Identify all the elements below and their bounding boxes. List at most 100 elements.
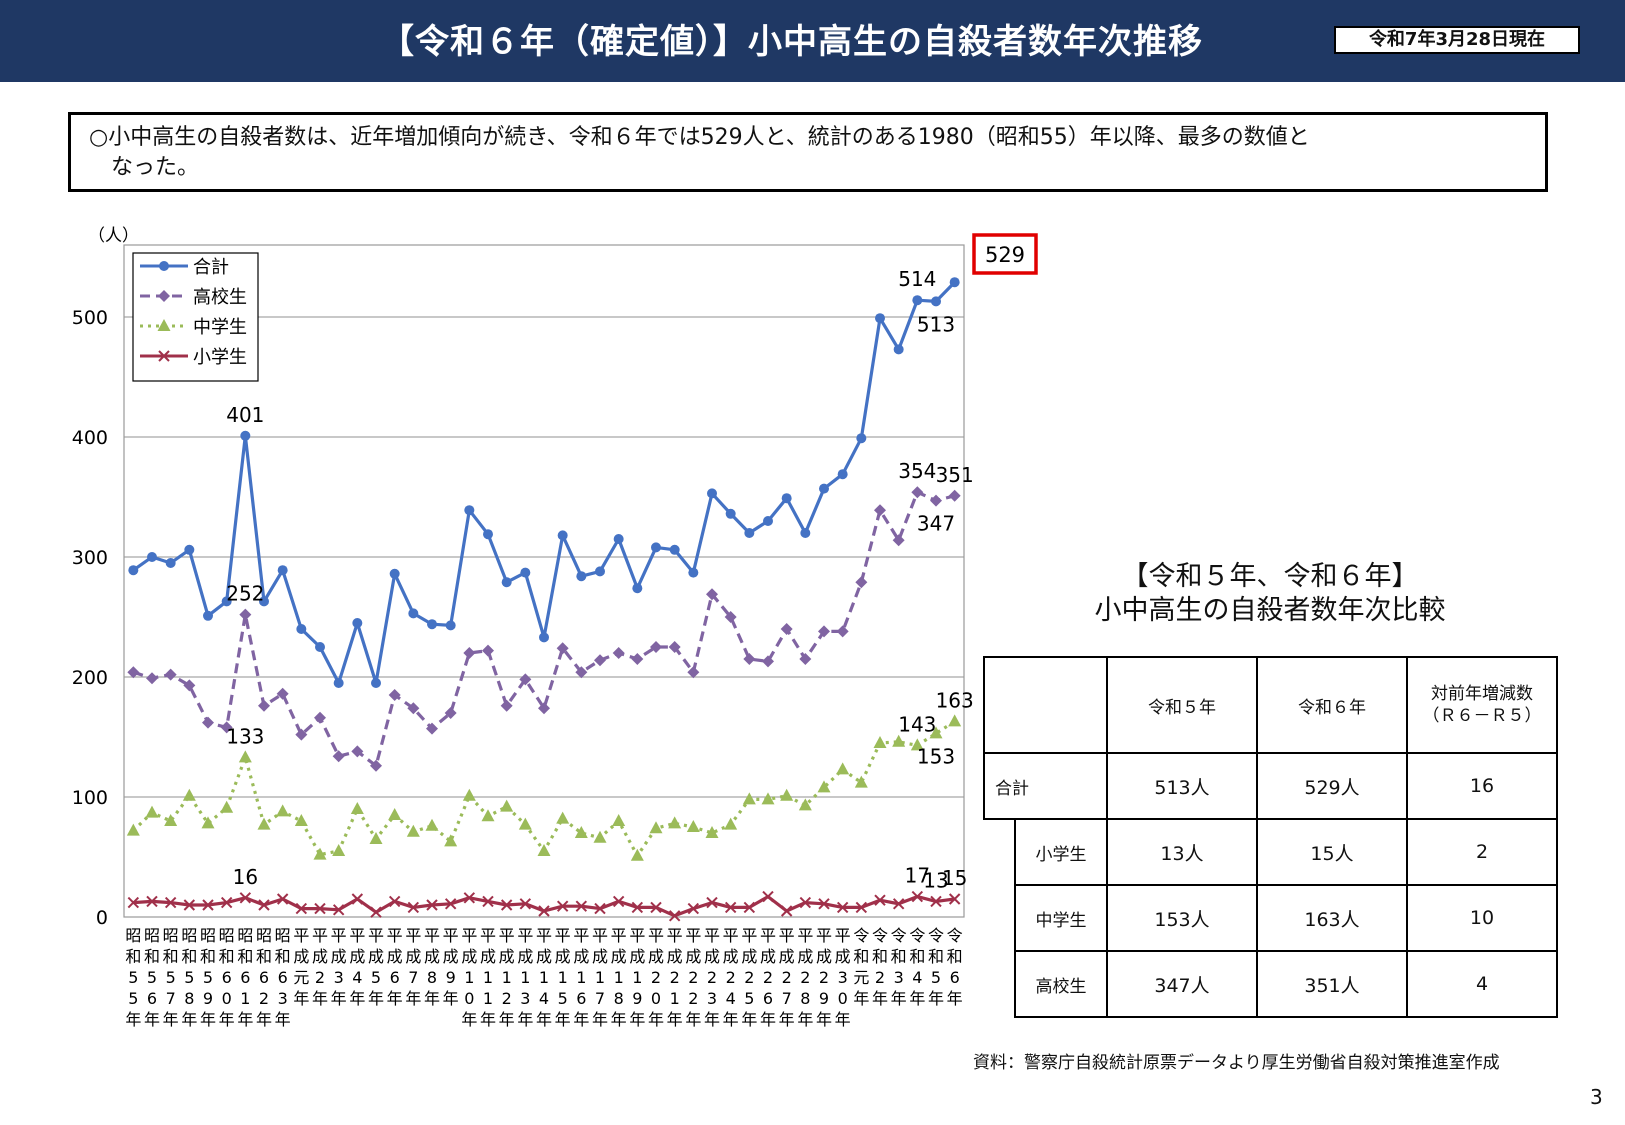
data-point <box>817 780 831 793</box>
x-tick-label: 年 <box>536 1010 552 1029</box>
data-point <box>798 798 812 811</box>
data-point <box>483 529 493 540</box>
data-point <box>220 800 234 813</box>
y-tick-label: 100 <box>72 787 108 809</box>
data-point <box>370 906 382 918</box>
x-tick-label: 成 <box>835 947 851 966</box>
row-label: 小学生 <box>1014 818 1108 886</box>
x-tick-label: 7 <box>782 989 792 1008</box>
data-point <box>612 895 625 908</box>
data-point <box>743 653 756 665</box>
data-point <box>165 558 176 568</box>
x-tick-label: 平 <box>741 926 757 945</box>
x-tick-label: 6 <box>576 989 586 1008</box>
data-point <box>575 666 588 679</box>
x-tick-label: 年 <box>685 1010 701 1029</box>
data-point <box>127 666 140 679</box>
data-point <box>892 534 905 547</box>
data-point <box>706 896 718 909</box>
data-point <box>780 905 793 917</box>
x-tick-label: 8 <box>184 989 194 1008</box>
data-point <box>388 689 401 701</box>
data-point <box>649 821 663 834</box>
data-point <box>725 508 736 519</box>
x-tick-label: 年 <box>125 1010 141 1029</box>
x-tick-label: 成 <box>723 947 739 966</box>
data-point-stroke <box>743 901 756 914</box>
x-tick-label: 年 <box>573 1010 589 1029</box>
x-tick-label: 1 <box>576 968 586 987</box>
data-label: 252 <box>226 582 264 606</box>
x-tick-label: 2 <box>688 989 698 1008</box>
y-tick-label: 200 <box>72 667 108 689</box>
data-point-stroke <box>370 906 382 918</box>
data-point <box>408 608 419 619</box>
data-point <box>158 290 170 302</box>
x-tick-label: 3 <box>334 968 344 987</box>
row-label: 合計 <box>983 752 1108 820</box>
data-point <box>159 261 169 271</box>
x-tick-label: 2 <box>315 968 325 987</box>
data-point <box>650 641 662 653</box>
y-axis-ticks: 0 100 200 300 400 500 <box>72 307 108 929</box>
data-point <box>836 901 849 914</box>
x-tick-label: 成 <box>555 947 571 966</box>
data-point <box>762 655 774 668</box>
data-point <box>576 571 587 582</box>
x-tick-label: 平 <box>779 926 795 945</box>
page-number: 3 <box>1590 1085 1603 1109</box>
x-tick-label: 年 <box>760 1010 776 1029</box>
data-point-stroke <box>500 899 513 911</box>
data-point-stroke <box>911 890 924 903</box>
x-tick-label: 7 <box>595 989 605 1008</box>
x-tick-label: 元 <box>293 968 309 987</box>
data-point <box>240 430 251 441</box>
data-point-stroke <box>295 902 308 915</box>
data-point <box>948 489 961 502</box>
x-tick-label: 5 <box>203 968 213 987</box>
x-tick-label: 4 <box>912 968 922 987</box>
x-tick-label: 年 <box>555 1010 571 1029</box>
x-tick-label: 成 <box>797 947 813 966</box>
x-tick-label: 5 <box>128 968 138 987</box>
data-point <box>164 814 178 826</box>
data-point <box>930 895 942 908</box>
x-tick-label: 2 <box>800 968 810 987</box>
x-tick-label: 平 <box>611 926 627 945</box>
page-title: 【令和６年（確定値）】小中高生の自殺者数年次推移 <box>380 22 1203 62</box>
data-point <box>912 295 923 306</box>
data-label: 15 <box>942 866 967 890</box>
x-tick-label: 成 <box>573 947 589 966</box>
data-point <box>538 905 550 917</box>
data-label: 401 <box>226 403 264 427</box>
x-tick-label: 和 <box>144 947 160 966</box>
x-tick-label: 年 <box>200 1010 216 1029</box>
x-tick-label: 成 <box>443 947 459 966</box>
data-point <box>594 902 606 915</box>
x-tick-label: 2 <box>688 968 698 987</box>
data-point-stroke <box>164 896 177 909</box>
data-point-stroke <box>612 895 625 908</box>
y-tick-label: 400 <box>72 427 108 449</box>
x-tick-label: 和 <box>891 947 907 966</box>
data-point <box>407 702 420 715</box>
x-tick-label: 6 <box>390 968 400 987</box>
data-point <box>370 759 382 772</box>
comparison-table: 令和５年 令和６年 対前年増減数 （Ｒ６－Ｒ５） 合計 513人 529人 16… <box>983 656 1558 1018</box>
data-point <box>539 632 549 643</box>
x-tick-label: 5 <box>744 989 754 1008</box>
x-tick-label: 年 <box>237 1010 253 1029</box>
data-point <box>333 678 344 688</box>
data-point <box>873 736 887 748</box>
x-tick-label: 平 <box>368 926 384 945</box>
x-tick-label: 成 <box>293 947 309 966</box>
x-tick-label: 年 <box>797 1010 813 1029</box>
data-point <box>444 898 457 910</box>
data-point <box>332 750 345 763</box>
x-tick-label: 和 <box>200 947 216 966</box>
data-point <box>145 805 159 818</box>
series-中学生 <box>126 714 962 861</box>
data-point <box>202 716 214 729</box>
x-tick-label: 5 <box>147 968 157 987</box>
